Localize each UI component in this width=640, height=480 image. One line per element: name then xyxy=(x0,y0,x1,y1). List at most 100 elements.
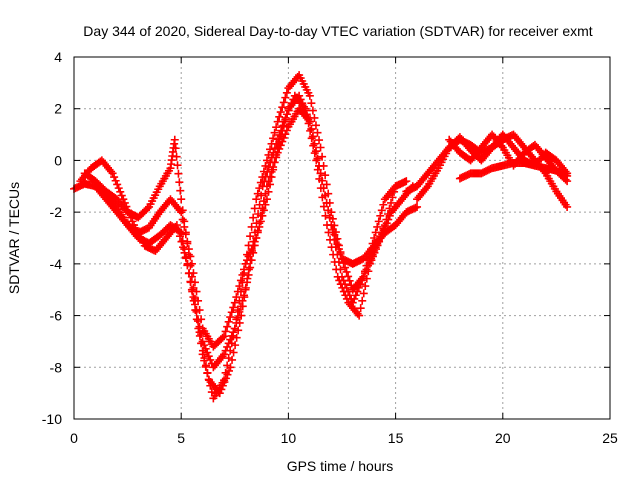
data-point xyxy=(198,350,207,359)
data-point xyxy=(204,375,213,384)
data-point xyxy=(267,139,276,148)
data-point xyxy=(259,167,268,176)
y-tick-label: -4 xyxy=(50,256,63,272)
data-point xyxy=(232,315,241,324)
data-point xyxy=(276,132,285,141)
data-point xyxy=(307,99,316,108)
data-point xyxy=(328,214,337,223)
chart-title: Day 344 of 2020, Sidereal Day-to-day VTE… xyxy=(83,23,592,39)
data-point xyxy=(376,211,385,220)
data-point xyxy=(269,134,278,143)
data-point xyxy=(316,143,325,152)
data-point xyxy=(253,189,262,198)
data-point xyxy=(321,211,330,220)
data-point xyxy=(264,150,273,159)
data-point xyxy=(238,270,247,279)
x-tick-label: 15 xyxy=(388,430,404,446)
data-point xyxy=(305,117,314,126)
data-point xyxy=(368,239,377,248)
data-series xyxy=(70,71,572,403)
data-point xyxy=(260,177,269,186)
data-point xyxy=(235,296,244,305)
data-point xyxy=(203,369,212,378)
data-point xyxy=(313,128,322,137)
data-point xyxy=(174,169,183,178)
data-point xyxy=(190,278,199,287)
data-point xyxy=(178,215,187,224)
data-point xyxy=(239,265,248,274)
data-point xyxy=(374,217,383,226)
data-point xyxy=(380,221,389,230)
data-point xyxy=(355,311,364,320)
data-point xyxy=(173,161,182,170)
data-point xyxy=(175,232,184,241)
data-point xyxy=(264,163,273,172)
data-point xyxy=(201,362,210,371)
data-point xyxy=(262,156,271,165)
data-point xyxy=(259,206,268,215)
data-point xyxy=(189,269,198,278)
data-point xyxy=(221,327,230,336)
data-point xyxy=(563,202,572,211)
series-track-4 xyxy=(91,91,411,351)
data-point xyxy=(356,304,365,313)
data-point xyxy=(282,88,291,97)
data-point xyxy=(342,267,351,276)
data-point xyxy=(236,276,245,285)
y-tick-label: -2 xyxy=(50,204,63,220)
data-point xyxy=(276,108,285,117)
data-point xyxy=(278,126,287,135)
data-point xyxy=(243,274,252,283)
y-tick-label: -6 xyxy=(50,308,63,324)
data-point xyxy=(272,150,281,159)
data-point xyxy=(315,161,324,170)
data-point xyxy=(387,198,396,207)
data-point xyxy=(258,211,267,220)
data-point xyxy=(181,230,190,239)
data-point xyxy=(275,137,284,146)
data-point xyxy=(172,221,181,230)
data-point xyxy=(229,331,238,340)
data-point xyxy=(325,213,334,222)
data-point xyxy=(258,173,267,182)
data-point xyxy=(252,234,261,242)
data-point xyxy=(183,237,192,246)
y-tick-label: -8 xyxy=(50,359,63,375)
data-point xyxy=(338,254,346,263)
data-point xyxy=(269,165,278,174)
data-point xyxy=(318,176,327,185)
data-point xyxy=(281,93,290,102)
x-tick-labels: 0 5 10 15 20 25 xyxy=(70,430,618,446)
data-point xyxy=(331,243,340,252)
data-point xyxy=(266,180,275,189)
data-point xyxy=(322,198,331,207)
data-point xyxy=(275,112,284,121)
data-point xyxy=(226,313,235,322)
x-tick-label: 25 xyxy=(602,430,618,446)
data-point xyxy=(379,200,388,209)
x-tick-label: 10 xyxy=(281,430,297,446)
data-point xyxy=(262,195,271,204)
data-point xyxy=(247,222,256,231)
data-point xyxy=(177,208,186,217)
data-point xyxy=(230,298,239,307)
data-point xyxy=(180,248,189,257)
data-point xyxy=(359,272,368,281)
data-point xyxy=(308,106,317,115)
data-point xyxy=(341,263,350,272)
data-point xyxy=(316,169,325,178)
data-point xyxy=(330,235,339,244)
data-point xyxy=(172,152,181,161)
data-point xyxy=(187,259,196,268)
data-point xyxy=(249,213,258,222)
data-point xyxy=(233,287,242,296)
data-point xyxy=(264,187,273,196)
data-point xyxy=(241,283,250,292)
data-point xyxy=(321,191,330,200)
y-tick-label: 4 xyxy=(54,49,62,65)
data-point xyxy=(253,228,262,237)
data-point xyxy=(360,267,369,276)
data-point xyxy=(310,139,319,148)
data-point xyxy=(358,296,367,305)
data-point xyxy=(377,206,386,215)
